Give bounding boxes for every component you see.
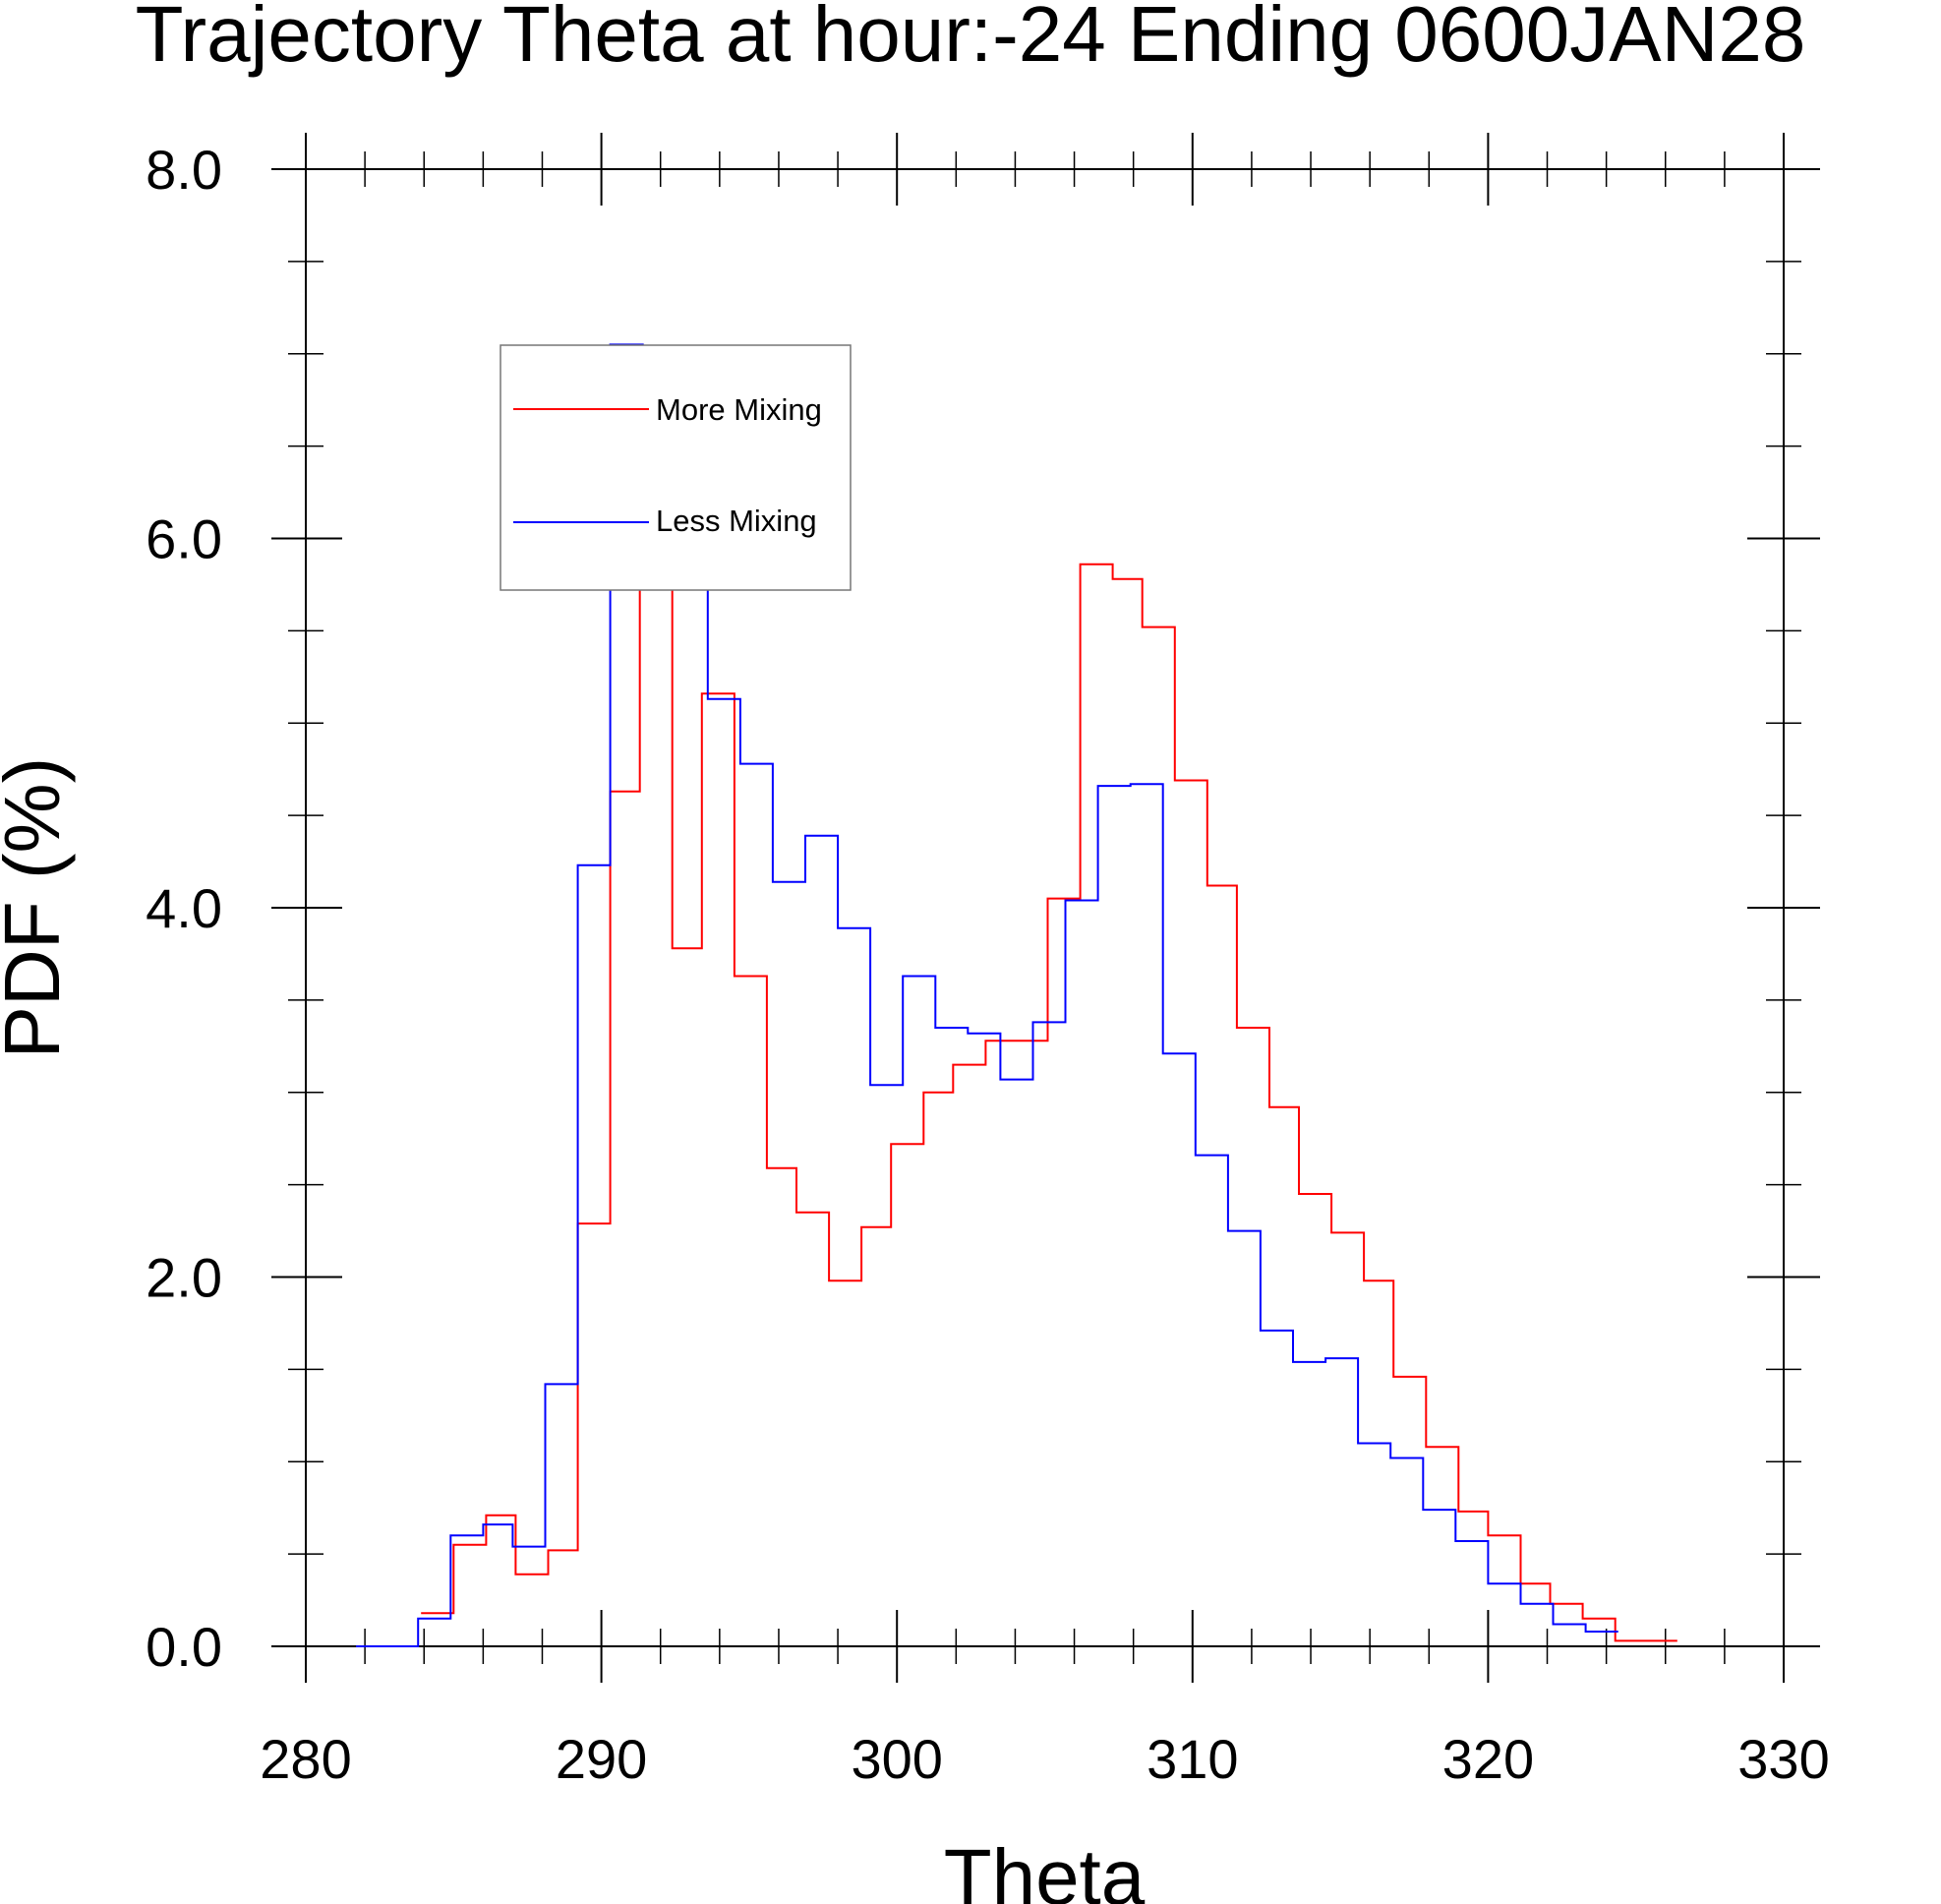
legend-box [500, 344, 852, 591]
y-tick-label: 0.0 [146, 1616, 222, 1678]
axis-tick-labels: 280 290 300 310 320 330 0.0 2.0 4.0 6.0 8.0 [146, 139, 1830, 1790]
axis-ticks [271, 133, 1820, 1683]
series-line-more-mixing [421, 563, 1677, 1642]
y-tick-label: 2.0 [146, 1247, 222, 1309]
series-line-less-mixing [356, 343, 1618, 1647]
x-axis-label: Theta [944, 1833, 1146, 1904]
y-tick-label: 8.0 [146, 139, 222, 201]
x-tick-label: 300 [851, 1728, 942, 1790]
y-tick-label: 6.0 [146, 508, 222, 570]
histogram-series [356, 343, 1677, 1647]
x-tick-label: 290 [556, 1728, 647, 1790]
y-axis-label: PDF (%) [0, 757, 76, 1059]
x-tick-label: 280 [260, 1728, 351, 1790]
legend: More Mixing Less Mixing [500, 344, 852, 591]
legend-label-more-mixing: More Mixing [656, 392, 822, 427]
x-tick-label: 330 [1737, 1728, 1829, 1790]
x-tick-label: 310 [1147, 1728, 1238, 1790]
x-tick-label: 320 [1442, 1728, 1534, 1790]
legend-label-less-mixing: Less Mixing [656, 504, 817, 538]
y-tick-label: 4.0 [146, 877, 222, 939]
chart-title: Trajectory Theta at hour:-24 Ending 0600… [136, 0, 1806, 78]
